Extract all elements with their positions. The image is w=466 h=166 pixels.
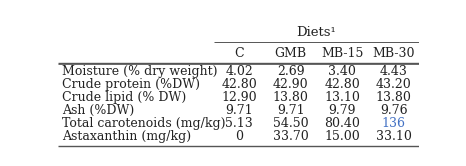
- Text: 9.71: 9.71: [226, 104, 253, 117]
- Text: 13.10: 13.10: [324, 91, 360, 104]
- Text: Ash (%DW): Ash (%DW): [62, 104, 134, 117]
- Text: 43.20: 43.20: [376, 78, 411, 91]
- Text: Crude protein (%DW): Crude protein (%DW): [62, 78, 200, 91]
- Text: 13.80: 13.80: [273, 91, 308, 104]
- Text: Diets¹: Diets¹: [296, 26, 336, 39]
- Text: 42.90: 42.90: [273, 78, 308, 91]
- Text: 15.00: 15.00: [324, 130, 360, 143]
- Text: Total carotenoids (mg/kg): Total carotenoids (mg/kg): [62, 117, 226, 130]
- Text: 136: 136: [382, 117, 406, 130]
- Text: Crude lipid (% DW): Crude lipid (% DW): [62, 91, 186, 104]
- Text: 9.79: 9.79: [329, 104, 356, 117]
- Text: GMB: GMB: [274, 47, 307, 60]
- Text: MB-15: MB-15: [321, 47, 363, 60]
- Text: 4.43: 4.43: [380, 65, 408, 78]
- Text: Astaxanthin (mg/kg): Astaxanthin (mg/kg): [62, 130, 191, 143]
- Text: 54.50: 54.50: [273, 117, 308, 130]
- Text: 13.80: 13.80: [376, 91, 411, 104]
- Text: 5.13: 5.13: [226, 117, 253, 130]
- Text: 33.70: 33.70: [273, 130, 308, 143]
- Text: 42.80: 42.80: [221, 78, 257, 91]
- Text: 9.76: 9.76: [380, 104, 407, 117]
- Text: 12.90: 12.90: [221, 91, 257, 104]
- Text: 4.02: 4.02: [226, 65, 253, 78]
- Text: 9.71: 9.71: [277, 104, 305, 117]
- Text: 2.69: 2.69: [277, 65, 305, 78]
- Text: 42.80: 42.80: [324, 78, 360, 91]
- Text: Moisture (% dry weight): Moisture (% dry weight): [62, 65, 217, 78]
- Text: 3.40: 3.40: [328, 65, 356, 78]
- Text: 0: 0: [235, 130, 243, 143]
- Text: C: C: [234, 47, 244, 60]
- Text: 33.10: 33.10: [376, 130, 411, 143]
- Text: 80.40: 80.40: [324, 117, 360, 130]
- Text: MB-30: MB-30: [372, 47, 415, 60]
